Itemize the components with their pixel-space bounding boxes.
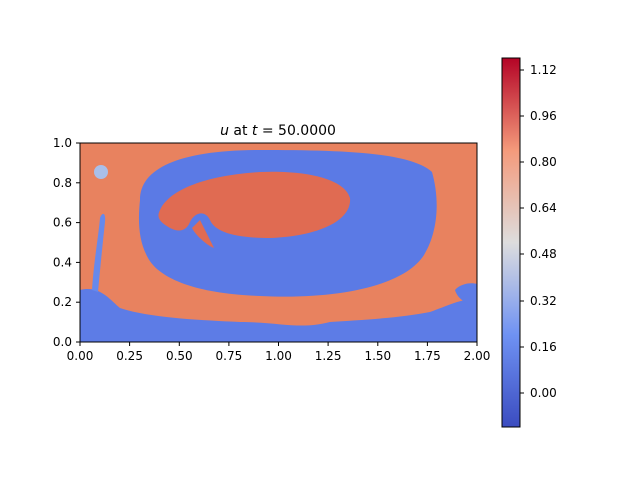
colorbar-tick-label: 1.12 — [530, 63, 557, 77]
y-axis: 0.0 0.2 0.4 0.6 0.8 1.0 — [53, 136, 80, 349]
x-tick-label: 0.00 — [67, 349, 94, 363]
colorbar-ticks: 0.00 0.16 0.32 0.48 0.64 0.80 0.96 1.12 — [520, 63, 557, 400]
field-right-patch — [455, 283, 477, 305]
x-tick-label: 0.50 — [166, 349, 193, 363]
colorbar-tick-label: 0.80 — [530, 155, 557, 169]
y-tick-label: 1.0 — [53, 136, 72, 150]
x-tick-label: 1.00 — [265, 349, 292, 363]
colorbar-tick-label: 0.32 — [530, 294, 557, 308]
colorbar-tick-label: 0.64 — [530, 201, 557, 215]
x-tick-label: 0.25 — [116, 349, 143, 363]
y-tick-label: 0.8 — [53, 176, 72, 190]
field-left-filament — [92, 213, 106, 292]
colorbar: 0.00 0.16 0.32 0.48 0.64 0.80 0.96 1.12 — [501, 57, 557, 428]
colorbar-gradient — [501, 57, 521, 428]
x-tick-label: 0.75 — [216, 349, 243, 363]
colorbar-tick-label: 0.96 — [530, 109, 557, 123]
x-axis: 0.00 0.25 0.50 0.75 1.00 1.25 1.50 1.75 … — [67, 342, 491, 363]
field-bottom-band — [80, 289, 477, 342]
colorbar-tick-label: 0.48 — [530, 247, 557, 261]
y-tick-label: 0.0 — [53, 335, 72, 349]
x-tick-label: 1.75 — [414, 349, 441, 363]
x-tick-label: 2.00 — [464, 349, 491, 363]
y-tick-label: 0.2 — [53, 295, 72, 309]
y-tick-label: 0.4 — [53, 255, 72, 269]
colorbar-tick-label: 0.16 — [530, 340, 557, 354]
field-central-blob — [158, 171, 351, 238]
x-tick-label: 1.50 — [364, 349, 391, 363]
field-small-eddy — [94, 165, 108, 179]
x-tick-label: 1.25 — [315, 349, 342, 363]
y-tick-label: 0.6 — [53, 216, 72, 230]
heatmap-field — [80, 143, 477, 342]
colorbar-tick-label: 0.00 — [530, 386, 557, 400]
field-spiral-tail — [192, 220, 214, 248]
chart-title: u at t = 50.0000 — [220, 123, 336, 139]
